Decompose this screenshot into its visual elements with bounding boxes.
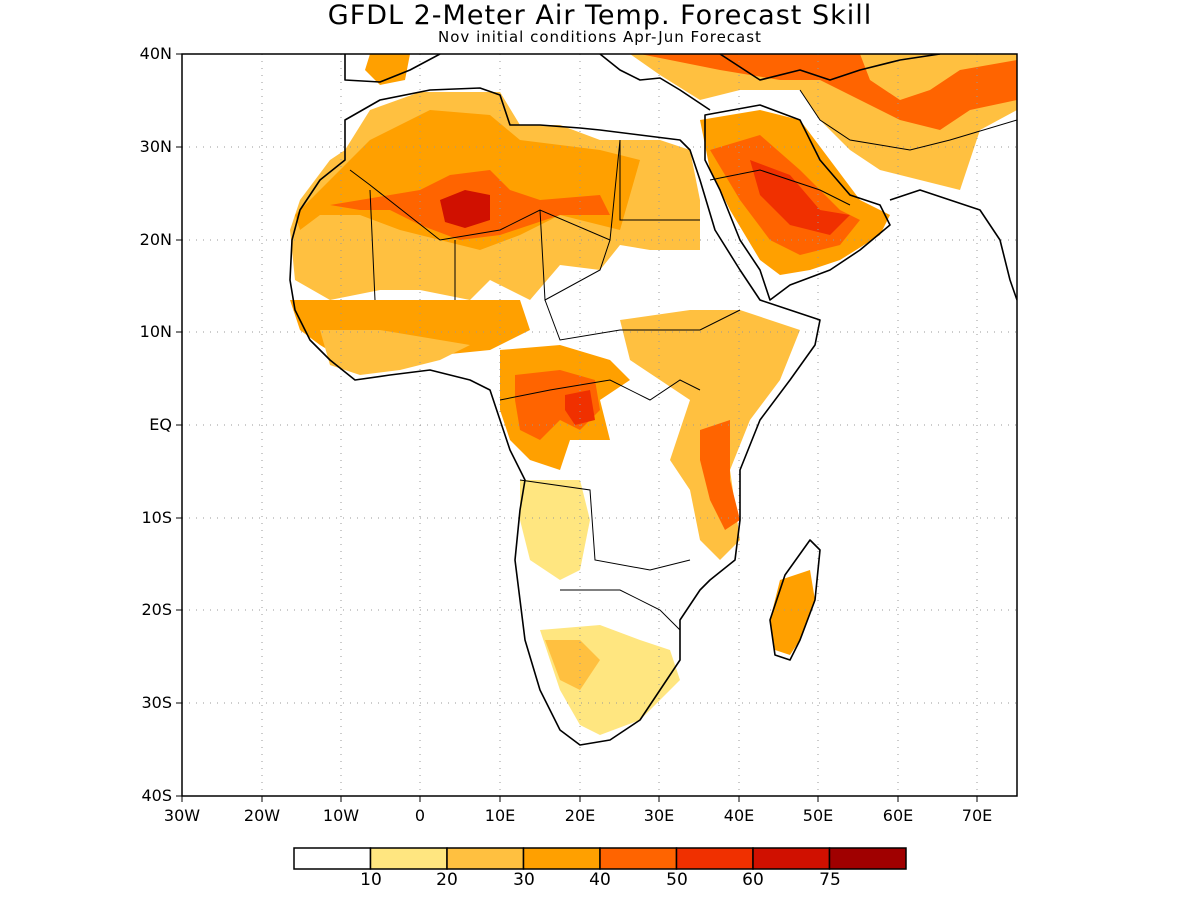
africa-coastline xyxy=(289,87,821,746)
lon-tick-label: 10W xyxy=(322,806,360,825)
country-borders xyxy=(349,89,1017,631)
skill-region-eafrica-core xyxy=(700,420,740,530)
colorbar-swatch xyxy=(828,847,907,870)
colorbar-label: 60 xyxy=(742,870,764,890)
lat-tick-label: 10S xyxy=(141,508,172,527)
colorbar-label: 40 xyxy=(589,870,611,890)
lon-tick-label: 50E xyxy=(802,806,834,825)
lat-tick-label: 30N xyxy=(139,137,172,156)
lon-tick-label: 10E xyxy=(484,806,516,825)
colorbar-label: 75 xyxy=(819,870,841,890)
tick-marks xyxy=(176,53,978,802)
lat-tick-label: 20N xyxy=(139,230,172,249)
chart-subtitle: Nov initial conditions Apr-Jun Forecast xyxy=(438,28,762,46)
skill-region-nmed-core xyxy=(640,54,1017,130)
lon-tick-label: 20W xyxy=(243,806,281,825)
colorbar-swatch xyxy=(752,847,831,870)
arabia-coastline xyxy=(704,104,891,301)
asia-coastline xyxy=(889,189,1017,301)
lat-tick-label: 20S xyxy=(141,600,172,619)
colorbar-swatch xyxy=(369,847,448,870)
lat-tick-label: EQ xyxy=(149,415,172,434)
lat-tick-label: 40N xyxy=(139,44,172,63)
lon-tick-label: 30E xyxy=(643,806,675,825)
skill-region-south-core xyxy=(545,640,600,690)
lon-tick-label: 0 xyxy=(414,806,426,825)
skill-region-arabia-peak xyxy=(750,160,850,235)
colorbar-label: 10 xyxy=(360,870,382,890)
coastlines xyxy=(289,54,1017,746)
colorbar-swatch xyxy=(522,847,601,870)
lon-tick-label: 70E xyxy=(961,806,993,825)
skill-region-spain xyxy=(365,54,410,85)
colorbar-label: 20 xyxy=(436,870,458,890)
lon-tick-label: 30W xyxy=(163,806,201,825)
colorbar-swatch xyxy=(599,847,678,870)
skill-region-sahara-peak xyxy=(440,190,490,228)
lat-tick-label: 10N xyxy=(139,322,172,341)
lon-tick-label: 40E xyxy=(723,806,755,825)
colorbar-label: 50 xyxy=(666,870,688,890)
skill-region-central-peak xyxy=(565,390,595,425)
colorbar-swatch xyxy=(446,847,525,870)
colorbar-swatch xyxy=(293,847,372,870)
colorbar-swatch xyxy=(675,847,754,870)
colorbar xyxy=(293,847,907,870)
lat-tick-label: 40S xyxy=(141,786,172,805)
skill-region-wafrica-yellow xyxy=(320,330,470,375)
skill-region-madagascar xyxy=(770,570,815,655)
chart-title: GFDL 2-Meter Air Temp. Forecast Skill xyxy=(327,0,873,31)
europe-coastline xyxy=(344,54,941,111)
colorbar-label: 30 xyxy=(513,870,535,890)
grid-lines xyxy=(182,54,1017,796)
lon-tick-label: 20E xyxy=(564,806,596,825)
lat-tick-label: 30S xyxy=(141,693,172,712)
madagascar-coastline xyxy=(769,539,821,661)
skill-region-angola xyxy=(520,480,590,580)
lon-tick-label: 60E xyxy=(882,806,914,825)
